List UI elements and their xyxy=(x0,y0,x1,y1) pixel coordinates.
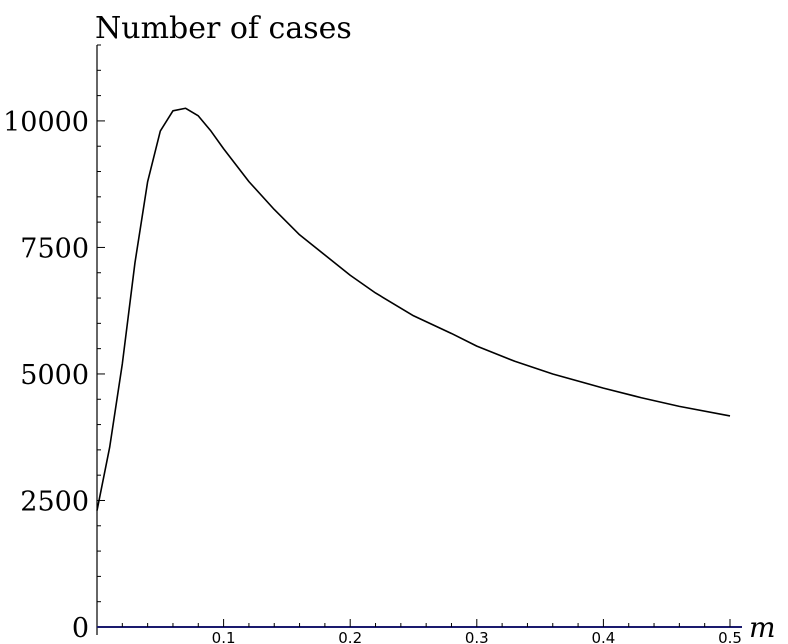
x-tick-label: 0.1 xyxy=(212,629,236,644)
x-ticks: 0.1 0.2 0.3 0.4 0.5 xyxy=(121,619,742,644)
y-ticks: 0 2500 5000 7500 10000 xyxy=(3,44,105,644)
x-axis-label: m xyxy=(749,611,776,644)
y-tick-label: 10000 xyxy=(3,107,89,138)
y-axis-label: Number of cases xyxy=(95,11,352,46)
y-tick-label: 0 xyxy=(72,613,89,644)
series-line xyxy=(96,107,731,511)
x-tick-label: 0.5 xyxy=(718,629,742,644)
axes xyxy=(96,45,742,635)
x-tick-label: 0.3 xyxy=(465,629,489,644)
series xyxy=(96,107,731,511)
x-tick-label: 0.4 xyxy=(591,629,615,644)
y-tick-label: 5000 xyxy=(20,360,89,391)
y-tick-label: 2500 xyxy=(20,486,89,517)
y-tick-label: 7500 xyxy=(20,233,89,264)
x-tick-label: 0.2 xyxy=(338,629,362,644)
